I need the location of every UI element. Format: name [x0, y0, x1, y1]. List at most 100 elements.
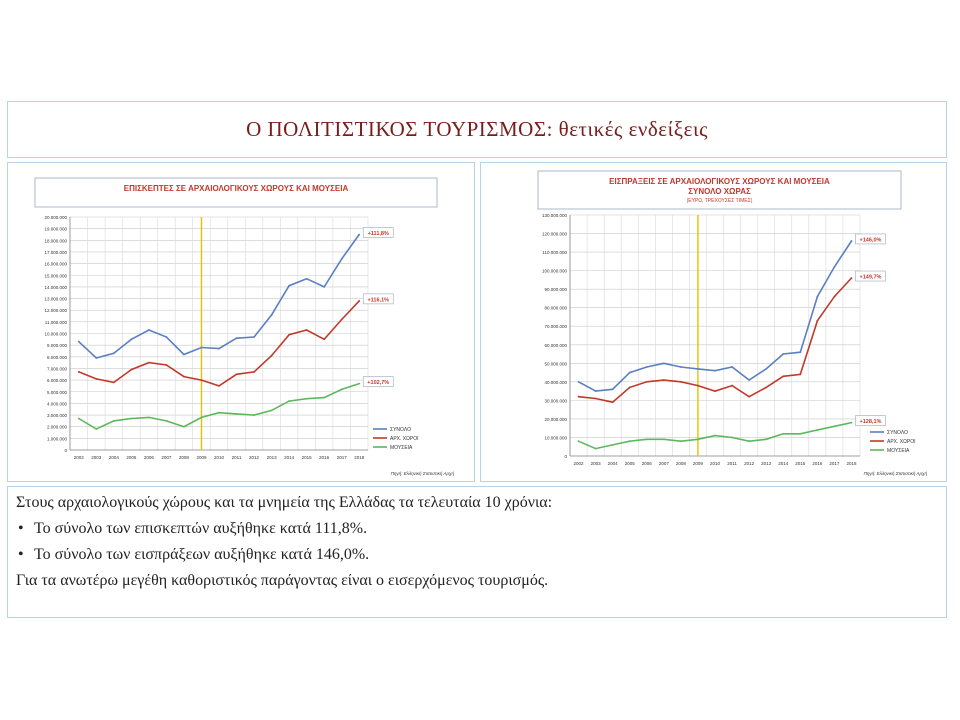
- data-point: [714, 390, 716, 393]
- x-tick-label: 2002: [574, 461, 585, 466]
- data-point: [782, 353, 785, 355]
- y-tick-label: 1.000.000: [47, 436, 68, 441]
- x-tick-label: 2014: [778, 461, 789, 466]
- data-point: [645, 438, 648, 441]
- x-tick-label: 2009: [196, 455, 207, 460]
- data-point: [253, 336, 255, 338]
- data-point: [165, 364, 168, 366]
- x-tick-label: 2016: [319, 455, 330, 460]
- end-label: +146,0%: [860, 237, 882, 243]
- data-point: [218, 411, 220, 414]
- data-point: [714, 434, 716, 437]
- x-tick-label: 2005: [126, 455, 137, 460]
- legend-label: ΑΡΧ. ΧΩΡΟΙ: [887, 439, 915, 445]
- data-point: [850, 277, 853, 279]
- data-point: [235, 337, 238, 340]
- y-tick-label: 100.000.000: [542, 269, 568, 274]
- y-tick-label: 4.000.000: [47, 401, 68, 406]
- x-tick-label: 2006: [642, 461, 653, 466]
- end-label: +128,1%: [860, 419, 882, 425]
- end-label: +116,1%: [367, 297, 389, 303]
- data-point: [253, 414, 255, 416]
- y-tick-label: 0: [564, 454, 567, 459]
- chart-source: Πηγή: Ελληνική Στατιστική Αρχή: [864, 470, 928, 476]
- y-tick-label: 0: [64, 448, 67, 453]
- x-tick-label: 2013: [267, 455, 278, 460]
- data-point: [358, 233, 361, 236]
- y-tick-label: 12.000.000: [44, 308, 67, 313]
- x-tick-label: 2008: [179, 455, 190, 460]
- receipts-chart: ΕΙΣΠΡΑΞΕΙΣ ΣΕ ΑΡΧΑΙΟΛΟΓΙΚΟΥΣ ΧΩΡΟΥΣ ΚΑΙ …: [537, 170, 928, 476]
- chart-title-box: [34, 177, 438, 208]
- receipts-chart-box: ΕΙΣΠΡΑΞΕΙΣ ΣΕ ΑΡΧΑΙΟΛΟΓΙΚΟΥΣ ΧΩΡΟΥΣ ΚΑΙ …: [480, 162, 947, 482]
- data-point: [679, 366, 682, 368]
- legend-label: ΣΥΝΟΛΟ: [390, 427, 411, 433]
- y-tick-label: 2.000.000: [47, 425, 68, 430]
- x-tick-label: 2008: [676, 461, 687, 466]
- x-tick-label: 2006: [144, 455, 155, 460]
- y-tick-label: 80.000.000: [544, 306, 567, 311]
- legend-label: ΣΥΝΟΛΟ: [887, 430, 908, 436]
- end-label-box: [855, 233, 886, 245]
- series-line-2: [78, 300, 360, 387]
- data-point: [748, 440, 751, 443]
- data-point: [130, 338, 133, 341]
- data-point: [611, 443, 614, 446]
- data-point: [235, 412, 238, 415]
- y-tick-label: 60.000.000: [544, 343, 567, 348]
- chart-title: ΕΠΙΣΚΕΠΤΕΣ ΣΕ ΑΡΧΑΙΟΛΟΓΙΚΟΥΣ ΧΩΡΟΥΣ ΚΑΙ …: [124, 184, 349, 193]
- data-point: [731, 366, 733, 368]
- data-point: [270, 354, 273, 357]
- x-tick-label: 2012: [249, 455, 260, 460]
- summary-conclusion: Για τα ανωτέρω μεγέθη καθοριστικός παράγ…: [16, 572, 549, 589]
- y-tick-label: 110.000.000: [542, 250, 567, 255]
- legend-label: ΜΟΥΣΕΙΑ: [390, 445, 413, 451]
- data-point: [147, 416, 150, 419]
- summary-intro: Στους αρχαιολογικούς χώρους και τα μνημε…: [16, 494, 553, 511]
- data-point: [183, 425, 185, 428]
- data-point: [270, 313, 273, 316]
- data-point: [799, 432, 802, 435]
- y-tick-label: 17.000.000: [44, 250, 67, 255]
- chart-subtitle: (ΕΥΡΩ, ΤΡΕΧΟΥΣΕΣ ΤΙΜΕΣ): [687, 198, 753, 204]
- data-point: [850, 421, 853, 424]
- summary-bullet-visitors: Το σύνολο των επισκεπτών αυξήθηκε κατά 1…: [16, 519, 938, 539]
- x-tick-label: 2016: [812, 461, 823, 466]
- y-tick-label: 20.000.000: [544, 417, 567, 422]
- x-tick-label: 2013: [761, 461, 772, 466]
- y-tick-label: 14.000.000: [44, 285, 67, 290]
- data-point: [95, 357, 98, 359]
- x-tick-label: 2012: [744, 461, 755, 466]
- data-point: [679, 440, 682, 443]
- data-point: [662, 362, 665, 365]
- data-point: [748, 395, 751, 398]
- end-label-box: [362, 227, 394, 238]
- data-point: [765, 438, 768, 441]
- summary-bullet-receipts: Το σύνολο των εισπράξεων αυξήθηκε κατά 1…: [16, 545, 938, 565]
- y-tick-label: 8.000.000: [47, 355, 68, 360]
- data-point: [731, 436, 733, 439]
- title-box: Ο ΠΟΛΙΤΙΣΤΙΚΟΣ ΤΟΥΡΙΣΜΟΣ: θετικές ενδείξ…: [7, 101, 947, 158]
- data-point: [577, 380, 580, 383]
- x-tick-label: 2017: [829, 461, 840, 466]
- slide-title: Ο ΠΟΛΙΤΙΣΤΙΚΟΣ ΤΟΥΡΙΣΜΟΣ: θετικές ενδείξ…: [246, 117, 708, 141]
- data-point: [662, 379, 665, 381]
- data-point: [679, 380, 682, 383]
- data-point: [112, 419, 115, 422]
- x-tick-label: 2018: [354, 455, 365, 460]
- y-tick-label: 3.000.000: [47, 413, 68, 418]
- data-point: [95, 428, 98, 430]
- y-tick-label: 15.000.000: [44, 273, 67, 278]
- y-tick-label: 50.000.000: [544, 361, 567, 366]
- x-tick-label: 2007: [161, 455, 172, 460]
- y-tick-label: 11.000.000: [45, 320, 68, 325]
- data-point: [816, 319, 819, 322]
- chart-title-line2: ΣΥΝΟΛΟ ΧΩΡΑΣ: [688, 187, 751, 196]
- data-point: [288, 284, 291, 287]
- data-point: [833, 425, 836, 428]
- data-point: [611, 388, 614, 391]
- x-tick-label: 2015: [302, 455, 313, 460]
- y-tick-label: 5.000.000: [47, 390, 68, 395]
- data-point: [305, 277, 308, 280]
- data-point: [799, 373, 802, 376]
